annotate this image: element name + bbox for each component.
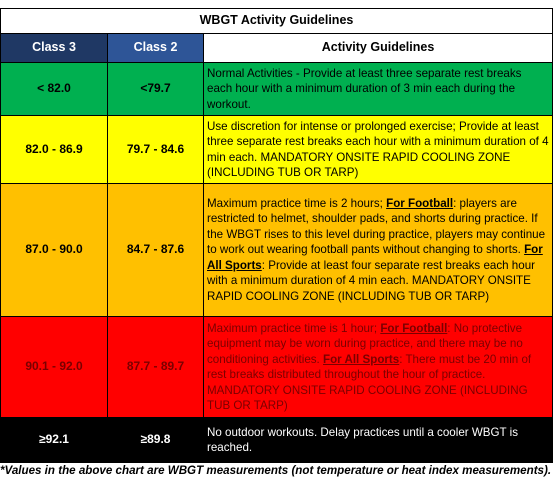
guideline-text: No outdoor workouts. Delay practices unt… [207,425,519,455]
emphasis-text: For All Sports [323,352,400,366]
class2-cell: <79.7 [107,62,204,116]
guideline-cell: No outdoor workouts. Delay practices unt… [203,417,553,463]
guideline-text: : Provide at least four separate rest br… [207,258,536,303]
table-title: WBGT Activity Guidelines [0,8,553,34]
class3-cell: 82.0 - 86.9 [0,115,108,184]
emphasis-text: For All Sports [207,243,543,272]
table-body: < 82.0 <79.7 Normal Activities - Provide a… [0,62,553,463]
header-cell: Class 2 [107,33,204,63]
class3-cell: 90.1 - 92.0 [0,316,108,418]
guideline-text: : There must be 20 min of rest breaks di… [207,352,532,413]
guideline-text: : No protective equipment may be worn du… [207,321,523,366]
guideline-cell: Use discretion for intense or prolonged … [203,115,553,184]
class3-cell: < 82.0 [0,62,108,116]
class3-cell: 87.0 - 90.0 [0,183,108,317]
footnote: *Values in the above chart are WBGT meas… [0,464,552,477]
guidelines-table: WBGT Activity Guidelines Class 3 Class 2… [0,8,553,463]
header-cell: Activity Guidelines [203,33,553,63]
guideline-text: Use discretion for intense or prolonged … [207,119,549,180]
guideline-text: : players are restricted to helmet, shou… [207,196,546,257]
table-row: ≥92.1 ≥89.8 No outdoor workouts. Delay pra… [0,417,553,463]
guideline-cell: Maximum practice time is 2 hours; For Fo… [203,183,553,317]
table-row: 90.1 - 92.0 87.7 - 89.7 Maximum practice t… [0,316,553,418]
guideline-cell: Maximum practice time is 1 hour; For Foo… [203,316,553,418]
guideline-text: Maximum practice time is 1 hour; [207,321,381,335]
table-row: < 82.0 <79.7 Normal Activities - Provide a… [0,62,553,116]
table-row: 82.0 - 86.9 79.7 - 84.6 Use discretion for… [0,115,553,184]
class2-cell: 87.7 - 89.7 [107,316,204,418]
class2-cell: 79.7 - 84.6 [107,115,204,184]
emphasis-text: For Football [386,196,454,210]
guideline-cell: Normal Activities - Provide at least thr… [203,62,553,116]
table-row: 87.0 - 90.0 84.7 - 87.6 Maximum practice t… [0,183,553,317]
emphasis-text: For Football [380,321,448,335]
class3-cell: ≥92.1 [0,417,108,463]
header-cell: Class 3 [0,33,108,63]
table: WBGT Activity Guidelines Class 3 Class 2… [0,8,553,463]
class2-cell: ≥89.8 [107,417,204,463]
guideline-text: Normal Activities - Provide at least thr… [207,66,522,111]
class2-cell: 84.7 - 87.6 [107,183,204,317]
guideline-text: Maximum practice time is 2 hours; [207,196,387,210]
